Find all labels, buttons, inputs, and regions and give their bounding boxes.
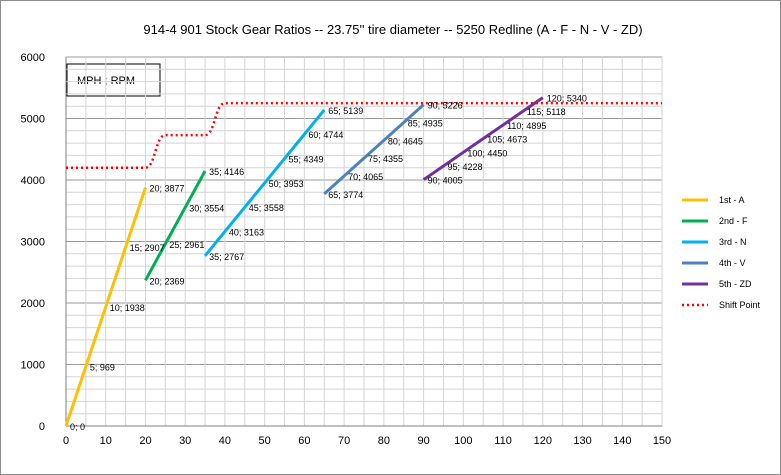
x-tick-label: 30 — [179, 435, 191, 447]
data-label: 5; 969 — [90, 362, 115, 372]
axes: 0 10 20 30 40 50 60 70 80 90 100 110 120 130 140 150 0 10… — [21, 52, 672, 447]
legend-label: 2nd - F — [719, 216, 748, 226]
y-tick-label: 0 — [39, 421, 45, 433]
legend: 1st - A 2nd - F 3rd - N 4th - V 5th - ZD Shif… — [682, 195, 761, 310]
y-tick-label: 4000 — [21, 175, 45, 187]
y-tick-label: 5000 — [21, 114, 45, 126]
x-tick-label: 80 — [378, 435, 390, 447]
data-label: 10; 1938 — [110, 303, 145, 313]
x-tick-label: 40 — [219, 435, 231, 447]
data-label: 55; 4349 — [289, 155, 324, 165]
data-label: 20; 2369 — [149, 276, 184, 286]
data-label: 100; 4450 — [467, 148, 507, 158]
data-label: 35; 2767 — [209, 252, 244, 262]
chart-title: 914-4 901 Stock Gear Ratios -- 23.75'' t… — [143, 22, 642, 37]
data-label: 80; 4645 — [388, 136, 423, 146]
data-label: 40; 3163 — [229, 227, 264, 237]
y-tick-label: 2000 — [21, 298, 45, 310]
x-tick-label: 60 — [298, 435, 310, 447]
legend-label: 1st - A — [719, 195, 745, 205]
x-tick-label: 70 — [338, 435, 350, 447]
x-tick-label: 120 — [534, 435, 552, 447]
data-label: 120; 5340 — [547, 94, 587, 104]
series-line-5th-zd — [422, 96, 544, 181]
data-label: 95; 4228 — [447, 162, 482, 172]
data-label: 105; 4673 — [487, 135, 527, 145]
data-label: 75; 4355 — [368, 154, 403, 164]
data-label: 15; 2907 — [130, 243, 165, 253]
series-line-3rd-n — [203, 109, 326, 257]
y-tick-label: 6000 — [21, 52, 45, 64]
x-tick-label: 100 — [454, 435, 472, 447]
data-label: 90; 4005 — [428, 176, 463, 186]
legend-label: 3rd - N — [719, 237, 747, 247]
data-label: 30; 3554 — [189, 203, 224, 213]
series-line-shift-point — [66, 101, 662, 169]
y-tick-label: 3000 — [21, 237, 45, 249]
data-label: 50; 3953 — [269, 179, 304, 189]
data-label: 70; 4065 — [348, 172, 383, 182]
data-labels: 0; 0 5; 969 10; 1938 15; 2907 20; 3877 20; 23… — [70, 94, 587, 432]
x-tick-label: 110 — [494, 435, 512, 447]
series-group — [64, 96, 662, 427]
data-label: 85; 4935 — [408, 118, 443, 128]
x-tick-label: 130 — [573, 435, 591, 447]
data-label: 60; 4744 — [308, 130, 343, 140]
x-tick-label: 140 — [613, 435, 631, 447]
y-tick-label: 1000 — [21, 360, 45, 372]
series-line-1st-a — [64, 187, 147, 427]
series-line-4th-v — [323, 103, 425, 196]
data-label: 25; 2961 — [169, 240, 204, 250]
x-tick-label: 20 — [139, 435, 151, 447]
data-label: 65; 5139 — [328, 106, 363, 116]
x-tick-label: 50 — [259, 435, 271, 447]
legend-label: Shift Point — [719, 300, 761, 310]
x-tick-label: 10 — [100, 435, 112, 447]
data-label: 20; 3877 — [149, 184, 184, 194]
data-label: 35; 4146 — [209, 167, 244, 177]
data-label: 45; 3558 — [249, 203, 284, 213]
data-label: 110; 4895 — [507, 121, 546, 131]
series-line-2nd-f — [144, 170, 207, 282]
data-label: 115; 5118 — [527, 107, 566, 117]
x-tick-label: 90 — [417, 435, 429, 447]
x-tick-label: 0 — [63, 435, 69, 447]
legend-label: 4th - V — [719, 258, 746, 268]
legend-label: 5th - ZD — [719, 279, 752, 289]
x-tick-label: 150 — [653, 435, 671, 447]
data-label: 90; 5226 — [428, 101, 463, 111]
data-label: 65; 3774 — [328, 190, 363, 200]
grid — [65, 56, 663, 427]
data-label: 0; 0 — [70, 422, 85, 432]
